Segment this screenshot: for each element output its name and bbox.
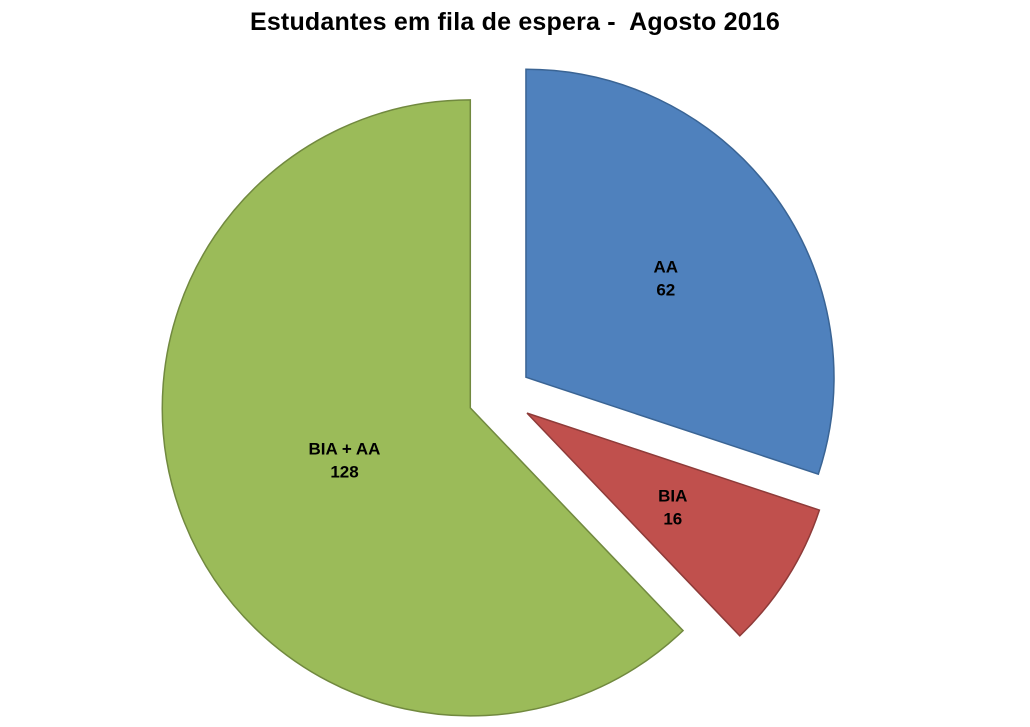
pie-label-bia-aa: BIA + AA 128 bbox=[309, 439, 381, 481]
pie-slice-bia bbox=[526, 412, 821, 637]
pie-slice-aa bbox=[525, 68, 835, 476]
pie-label-aa: AA 62 bbox=[654, 257, 679, 299]
chart-title: Estudantes em fila de espera - Agosto 20… bbox=[249, 8, 781, 36]
pie-slice-bia-aa bbox=[161, 99, 685, 717]
pie-label-bia: BIA 16 bbox=[658, 486, 687, 528]
